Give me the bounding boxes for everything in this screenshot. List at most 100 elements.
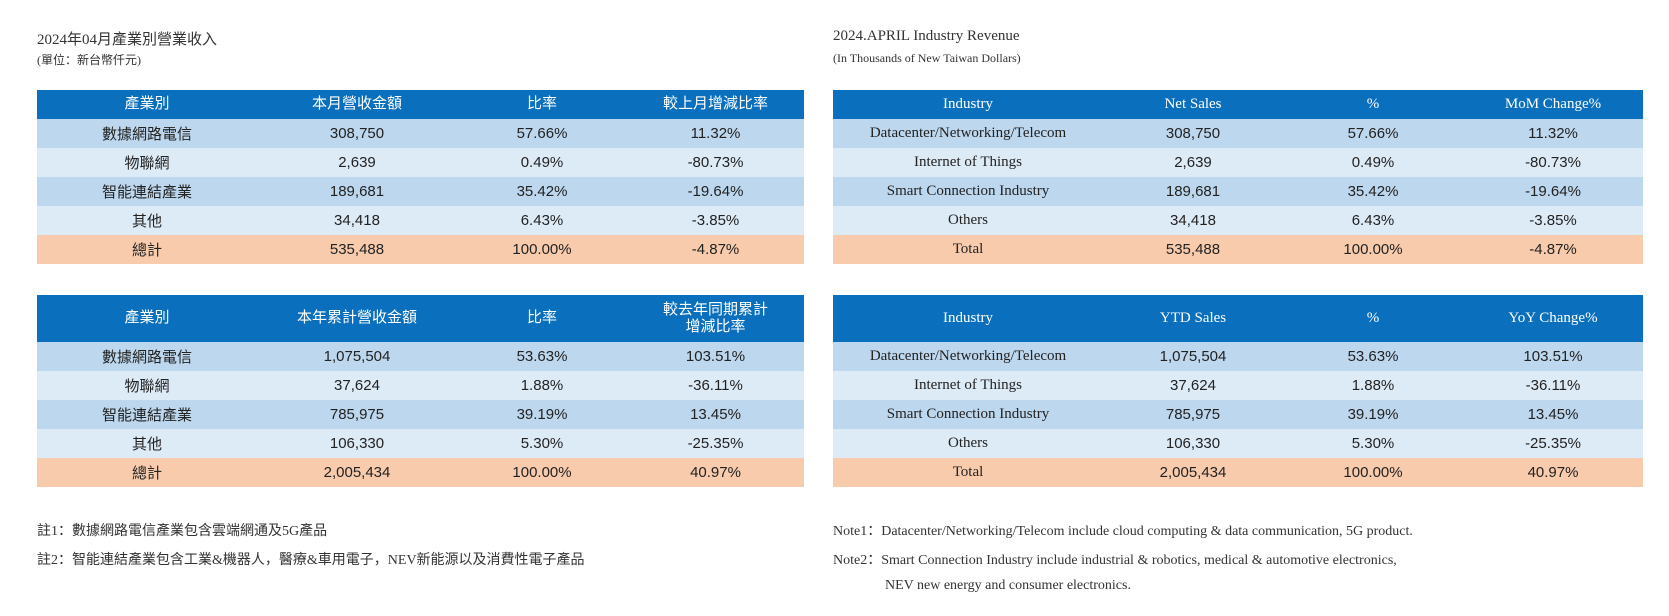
page-title-zh: 2024年04月產業別營業收入 (37, 32, 218, 48)
sales-cell: 2,639 (257, 148, 457, 177)
ratio-cell: 53.63% (1283, 342, 1463, 371)
sales-cell: 1,075,504 (257, 342, 457, 371)
change-cell: -80.73% (1463, 148, 1643, 177)
col-header-industry: 產業別 (37, 90, 257, 119)
industry-cell: 總計 (37, 235, 257, 264)
industry-cell: Smart Connection Industry (833, 177, 1103, 206)
change-cell: -36.11% (627, 371, 804, 400)
table-row: Smart Connection Industry 189,681 35.42%… (833, 177, 1643, 206)
sales-cell: 106,330 (257, 429, 457, 458)
col-header-yoy-change: 較去年同期累計增減比率 (627, 295, 804, 342)
ratio-cell: 5.30% (457, 429, 627, 458)
change-cell: -3.85% (627, 206, 804, 235)
col-header-ratio: 比率 (457, 295, 627, 342)
total-row: Total 535,488 100.00% -4.87% (833, 235, 1643, 264)
ytd-revenue-table-en: Industry YTD Sales % YoY Change% Datacen… (833, 295, 1643, 487)
sales-cell: 189,681 (257, 177, 457, 206)
table-row: 智能連結產業 189,681 35.42% -19.64% (37, 177, 804, 206)
sales-cell: 189,681 (1103, 177, 1283, 206)
industry-cell: 總計 (37, 458, 257, 487)
total-row: Total 2,005,434 100.00% 40.97% (833, 458, 1643, 487)
col-header-percent: % (1283, 90, 1463, 119)
table-row: Datacenter/Networking/Telecom 1,075,504 … (833, 342, 1643, 371)
change-cell: -19.64% (627, 177, 804, 206)
change-cell: -4.87% (627, 235, 804, 264)
industry-cell: 其他 (37, 429, 257, 458)
table-row: Internet of Things 37,624 1.88% -36.11% (833, 371, 1643, 400)
sales-cell: 37,624 (257, 371, 457, 400)
sales-cell: 308,750 (257, 119, 457, 148)
monthly-revenue-table-en: Industry Net Sales % MoM Change% Datacen… (833, 90, 1643, 264)
industry-cell: 其他 (37, 206, 257, 235)
industry-cell: Total (833, 235, 1103, 264)
unit-note-zh: (單位：新台幣仟元) (37, 53, 141, 67)
col-header-net-sales: Net Sales (1103, 90, 1283, 119)
change-cell: 11.32% (1463, 119, 1643, 148)
ratio-cell: 39.19% (1283, 400, 1463, 429)
col-header-ratio: 比率 (457, 90, 627, 119)
table-row: Others 34,418 6.43% -3.85% (833, 206, 1643, 235)
ratio-cell: 1.88% (457, 371, 627, 400)
page-title-en: 2024.APRIL Industry Revenue (833, 28, 1020, 44)
industry-cell: Others (833, 206, 1103, 235)
col-header-industry: 產業別 (37, 295, 257, 342)
industry-cell: Datacenter/Networking/Telecom (833, 342, 1103, 371)
ratio-cell: 35.42% (457, 177, 627, 206)
sales-cell: 535,488 (1103, 235, 1283, 264)
col-header-industry: Industry (833, 295, 1103, 342)
table-header-row: 產業別 本年累計營收金額 比率 較去年同期累計增減比率 (37, 295, 804, 342)
industry-cell: Smart Connection Industry (833, 400, 1103, 429)
change-cell: -25.35% (627, 429, 804, 458)
change-cell: 103.51% (1463, 342, 1643, 371)
monthly-revenue-table-zh: 產業別 本月營收金額 比率 較上月增減比率 數據網路電信 308,750 57.… (37, 90, 804, 264)
change-cell: -3.85% (1463, 206, 1643, 235)
ratio-cell: 100.00% (1283, 458, 1463, 487)
ratio-cell: 6.43% (457, 206, 627, 235)
change-cell: -19.64% (1463, 177, 1643, 206)
change-cell: 40.97% (1463, 458, 1643, 487)
sales-cell: 106,330 (1103, 429, 1283, 458)
table-row: 其他 106,330 5.30% -25.35% (37, 429, 804, 458)
industry-cell: 智能連結產業 (37, 400, 257, 429)
table-header-row: Industry Net Sales % MoM Change% (833, 90, 1643, 119)
footnote-2-continuation: NEV new energy and consumer electronics. (885, 578, 1131, 593)
industry-cell: 智能連結產業 (37, 177, 257, 206)
ratio-cell: 35.42% (1283, 177, 1463, 206)
change-cell: -25.35% (1463, 429, 1643, 458)
change-cell: 13.45% (627, 400, 804, 429)
industry-cell: 物聯網 (37, 148, 257, 177)
sales-cell: 785,975 (1103, 400, 1283, 429)
change-cell: 11.32% (627, 119, 804, 148)
table-row: Smart Connection Industry 785,975 39.19%… (833, 400, 1643, 429)
sales-cell: 2,005,434 (1103, 458, 1283, 487)
ratio-cell: 5.30% (1283, 429, 1463, 458)
table-row: 其他 34,418 6.43% -3.85% (37, 206, 804, 235)
table-row: 數據網路電信 1,075,504 53.63% 103.51% (37, 342, 804, 371)
col-header-yoy-change: YoY Change% (1463, 295, 1643, 342)
ratio-cell: 100.00% (457, 458, 627, 487)
sales-cell: 785,975 (257, 400, 457, 429)
table-row: Internet of Things 2,639 0.49% -80.73% (833, 148, 1643, 177)
sales-cell: 37,624 (1103, 371, 1283, 400)
col-header-mom-change: MoM Change% (1463, 90, 1643, 119)
industry-cell: Datacenter/Networking/Telecom (833, 119, 1103, 148)
change-cell: -80.73% (627, 148, 804, 177)
sales-cell: 535,488 (257, 235, 457, 264)
col-header-ytd-sales: YTD Sales (1103, 295, 1283, 342)
ratio-cell: 0.49% (1283, 148, 1463, 177)
industry-cell: 數據網路電信 (37, 342, 257, 371)
sales-cell: 308,750 (1103, 119, 1283, 148)
change-cell: -4.87% (1463, 235, 1643, 264)
ratio-cell: 57.66% (457, 119, 627, 148)
table-row: Datacenter/Networking/Telecom 308,750 57… (833, 119, 1643, 148)
change-cell: 13.45% (1463, 400, 1643, 429)
footnote-2: Note2：Smart Connection Industry include … (833, 553, 1397, 568)
sales-cell: 2,005,434 (257, 458, 457, 487)
sales-cell: 1,075,504 (1103, 342, 1283, 371)
col-header-percent: % (1283, 295, 1463, 342)
table-header-row: 產業別 本月營收金額 比率 較上月增減比率 (37, 90, 804, 119)
ratio-cell: 53.63% (457, 342, 627, 371)
industry-cell: Internet of Things (833, 148, 1103, 177)
footnote-1: Note1：Datacenter/Networking/Telecom incl… (833, 524, 1413, 539)
col-header-industry: Industry (833, 90, 1103, 119)
